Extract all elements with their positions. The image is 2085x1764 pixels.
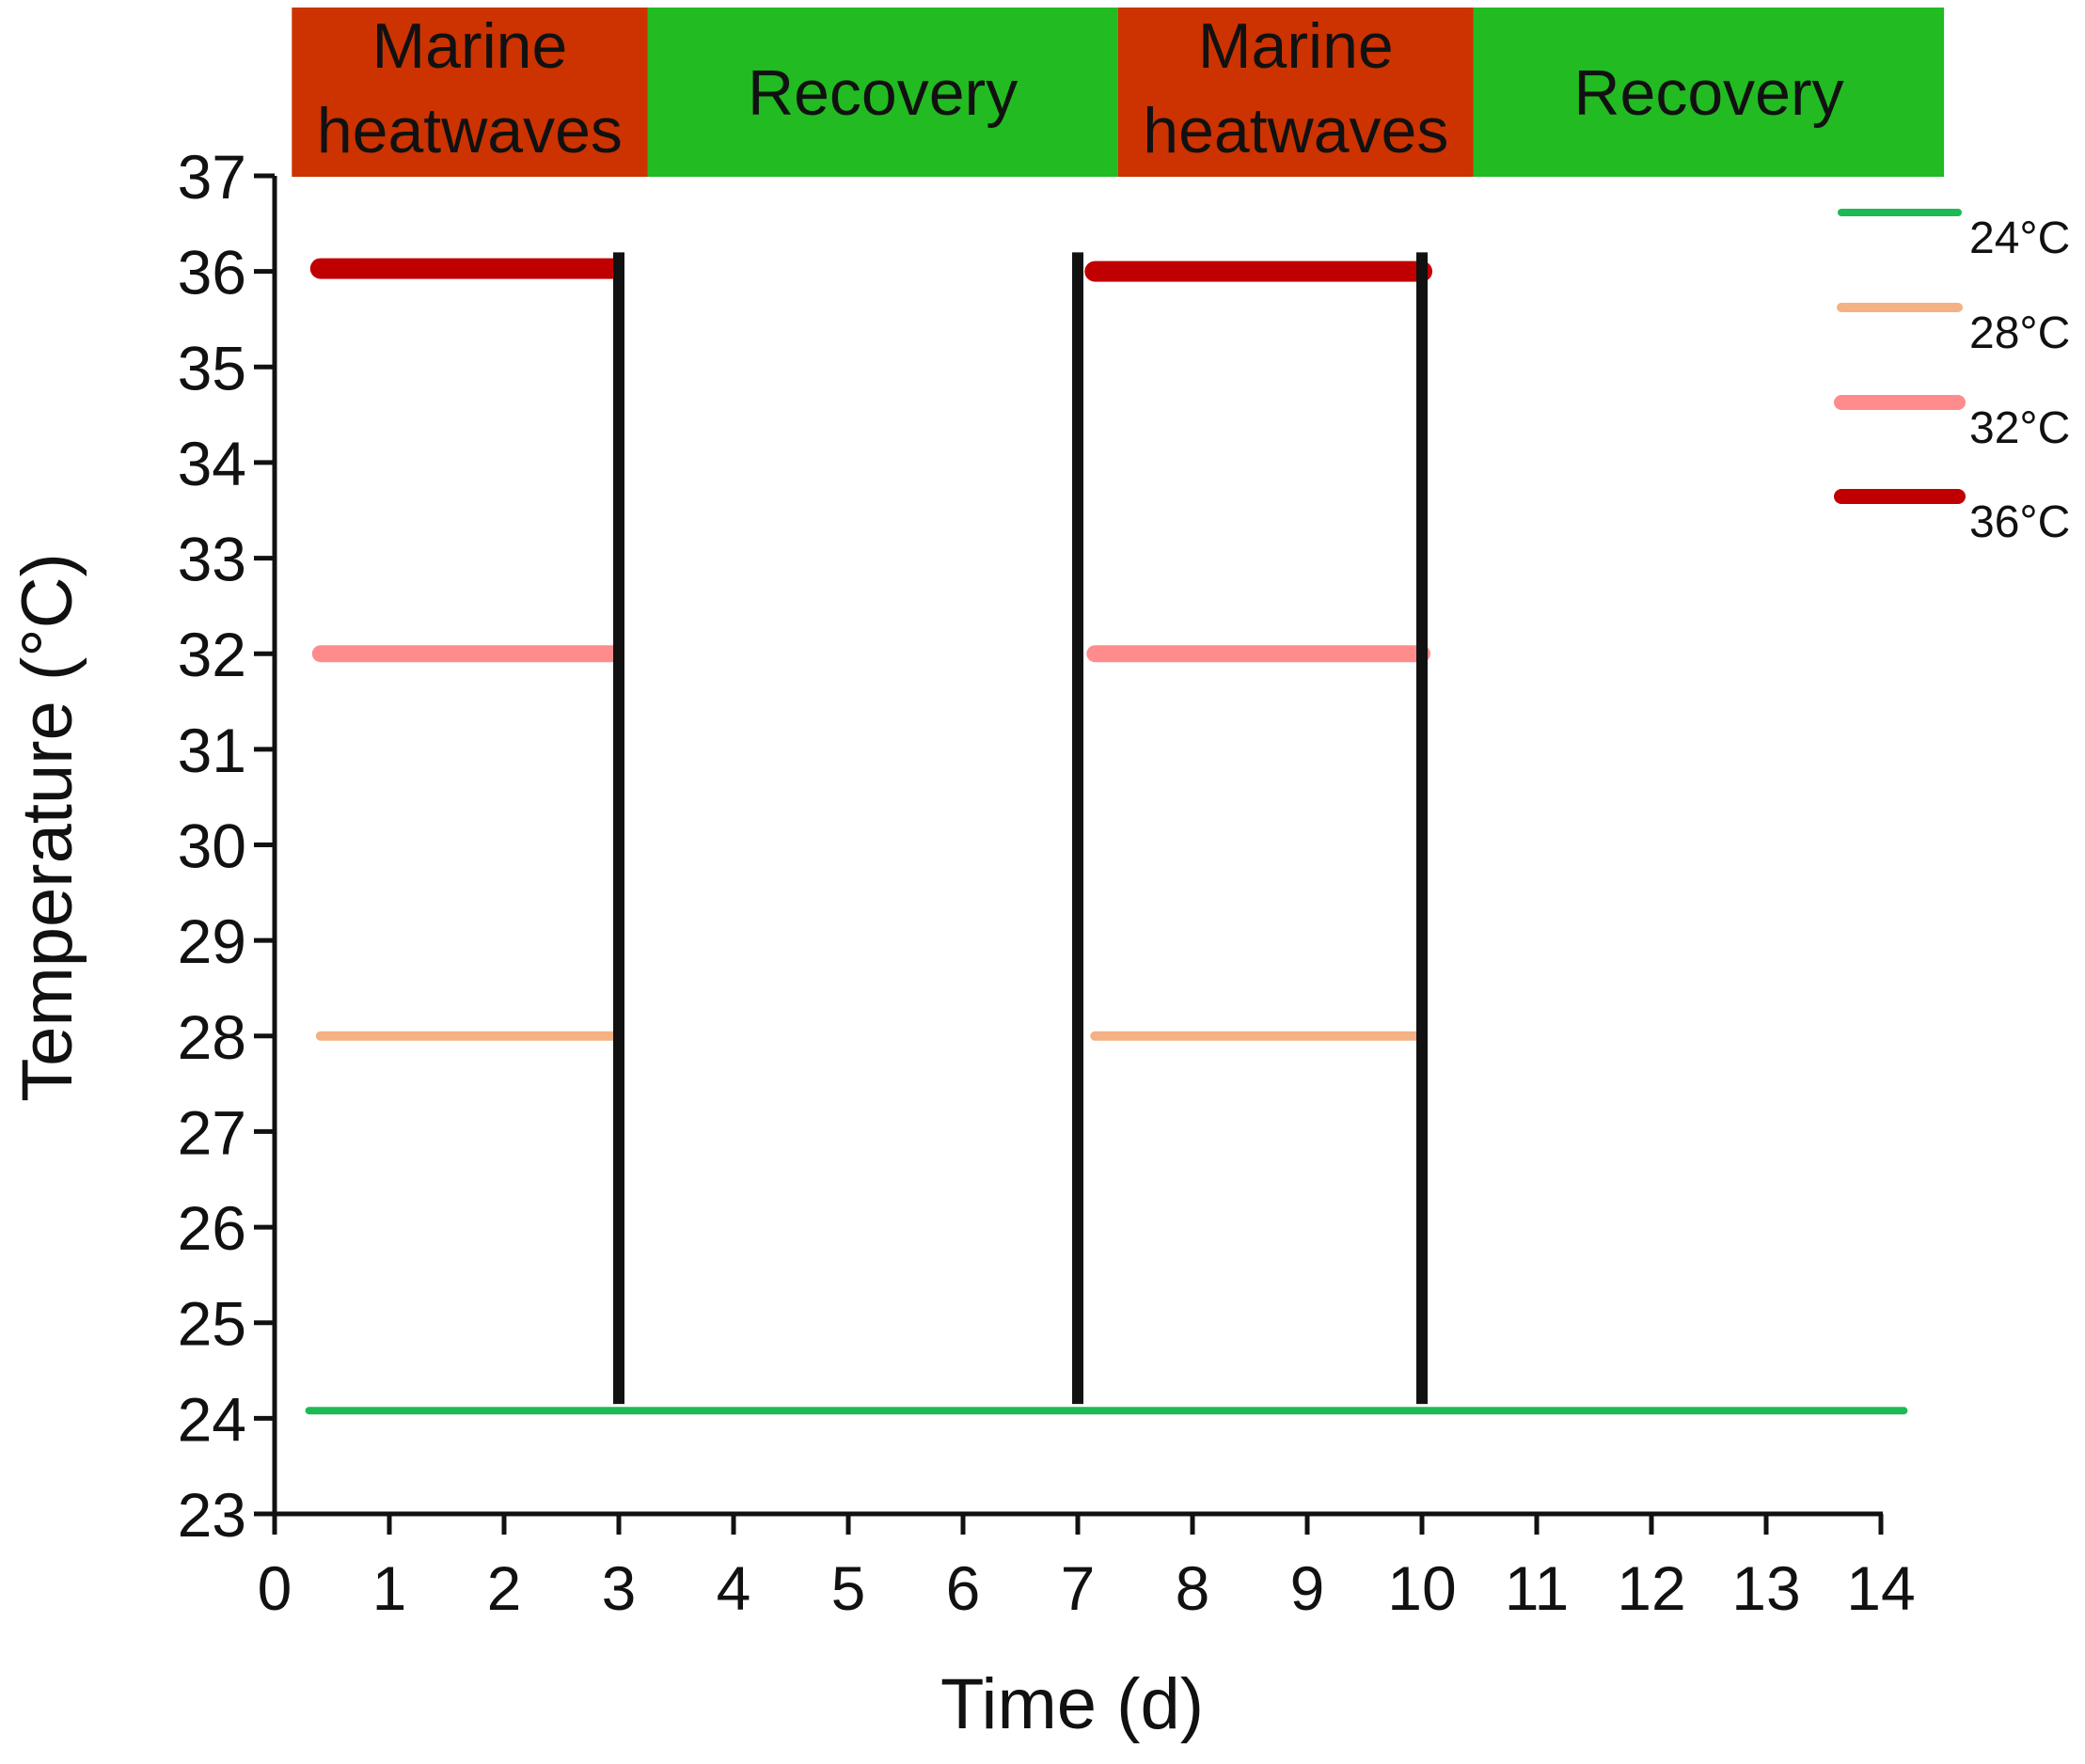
x-tick-label: 5	[831, 1553, 866, 1623]
y-tick-label: 34	[178, 429, 246, 498]
phase-label: heatwaves	[317, 95, 623, 166]
phase-bar: Marine heatwaves Recovery Marine heatwaves Re…	[292, 8, 1945, 177]
x-tick-label: 3	[602, 1553, 637, 1623]
y-tick-label: 25	[178, 1289, 246, 1359]
phase-label: Marine	[1198, 10, 1394, 82]
phase-block-2	[647, 8, 1118, 177]
y-tick-label: 27	[178, 1097, 246, 1167]
x-tick-label: 6	[946, 1553, 981, 1623]
x-tick-label: 8	[1176, 1553, 1210, 1623]
phase-label: Recovery	[748, 57, 1018, 129]
y-tick-label: 26	[178, 1193, 246, 1263]
x-tick-label: 1	[372, 1553, 407, 1623]
x-tick-label: 9	[1290, 1553, 1325, 1623]
y-tick-label: 31	[178, 716, 246, 785]
y-tick-label: 36	[178, 238, 246, 307]
x-tick-label: 13	[1731, 1553, 1800, 1623]
x-tick-label: 12	[1617, 1553, 1685, 1623]
legend-label: 24°C	[1969, 213, 2070, 263]
phase-block-1	[292, 8, 648, 177]
phase-block-4	[1473, 8, 1945, 177]
y-tick-label: 23	[178, 1480, 246, 1550]
x-tick-label: 11	[1505, 1553, 1570, 1623]
phase-label: Recovery	[1573, 57, 1843, 129]
legend-label: 32°C	[1969, 403, 2070, 453]
phase-block-3	[1117, 8, 1474, 177]
y-axis-label: Temperature (°C)	[8, 553, 87, 1102]
legend: 24°C 28°C 32°C 36°C	[1834, 209, 2070, 547]
x-tick-label: 7	[1061, 1553, 1096, 1623]
transition-markers	[613, 252, 1428, 1405]
x-tick-label: 14	[1846, 1553, 1915, 1623]
legend-label: 36°C	[1969, 497, 2070, 547]
x-tick-label: 0	[258, 1553, 292, 1623]
y-tick-label: 35	[178, 333, 246, 402]
x-axis-label: Time (d)	[940, 1664, 1204, 1744]
x-tick-label: 4	[717, 1553, 751, 1623]
phase-label: heatwaves	[1143, 95, 1448, 166]
y-tick-label: 33	[178, 525, 246, 594]
legend-label: 28°C	[1969, 308, 2070, 358]
y-tick-label: 30	[178, 811, 246, 881]
y-tick-label: 29	[178, 906, 246, 976]
y-tick-label: 28	[178, 1002, 246, 1072]
x-tick-label: 2	[487, 1553, 522, 1623]
phase-label: Marine	[371, 10, 567, 82]
x-tick-label: 10	[1387, 1553, 1456, 1623]
y-tick-label: 32	[178, 620, 246, 689]
y-tick-label: 24	[178, 1384, 246, 1454]
y-tick-label: 37	[178, 142, 246, 212]
series-lines	[305, 258, 1908, 1415]
